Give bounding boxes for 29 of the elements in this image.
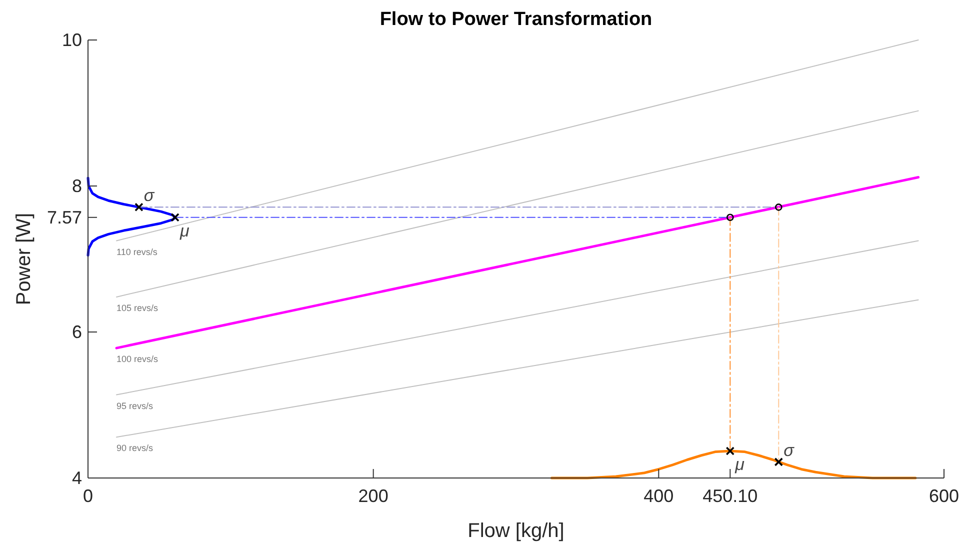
point xyxy=(775,204,782,211)
annotation: μ xyxy=(179,221,190,240)
y-tick-label: 6 xyxy=(72,322,82,342)
series-label: 110 revs/s xyxy=(116,246,158,257)
annotation: σ xyxy=(784,440,795,460)
point xyxy=(726,446,735,456)
series-label: 90 revs/s xyxy=(116,443,154,454)
annotation: μ xyxy=(734,454,746,474)
x-tick-label: 600 xyxy=(928,486,960,506)
y-tick-label: 4 xyxy=(72,468,82,488)
point xyxy=(774,458,784,466)
annotation: σ xyxy=(144,186,155,206)
chart-title: Flow to Power Transformation xyxy=(380,9,652,30)
y-axis-title: Power [W] xyxy=(13,212,35,306)
point xyxy=(134,202,144,212)
x-tick-label: 450.10 xyxy=(702,486,758,506)
series-label: 105 revs/s xyxy=(116,302,159,313)
point xyxy=(170,212,180,222)
x-tick-label: 400 xyxy=(644,486,674,506)
y-tick-label: 8 xyxy=(72,176,82,196)
x-tick-label: 200 xyxy=(358,486,388,506)
y-tick-label: 10 xyxy=(62,30,82,50)
x-tick-label: 0 xyxy=(82,486,94,506)
line-series xyxy=(86,176,176,257)
point xyxy=(726,214,734,222)
series-label: 100 revs/s xyxy=(116,354,159,364)
series-label: 95 revs/s xyxy=(116,400,154,411)
x-axis-title: Flow [kg/h] xyxy=(468,520,564,542)
y-tick-label: 7.57 xyxy=(46,207,82,228)
